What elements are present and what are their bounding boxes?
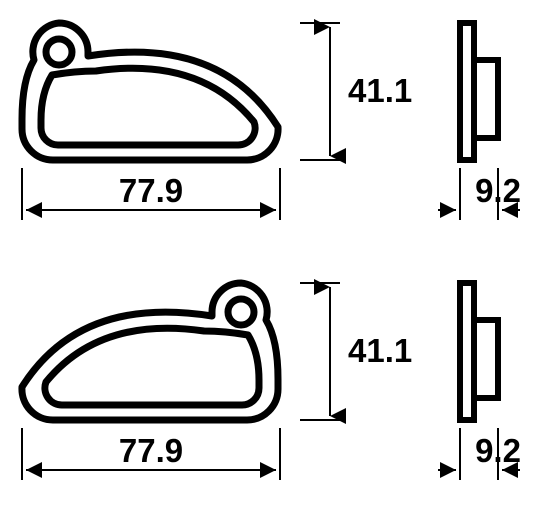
dim-bottom-height-label: 41.1 bbox=[348, 332, 412, 369]
dim-bottom-height: 41.1 bbox=[300, 283, 412, 420]
dim-bottom-width: 77.9 bbox=[22, 428, 280, 480]
dim-top-width: 77.9 bbox=[22, 168, 280, 220]
pad-top-front bbox=[22, 23, 278, 160]
pad-top-side bbox=[460, 23, 498, 160]
pad-bottom-front bbox=[22, 283, 278, 420]
dim-bottom-thickness-label: 9.2 bbox=[475, 432, 521, 469]
dim-top-thickness: 9.2 bbox=[438, 168, 521, 220]
pad-bottom-side bbox=[460, 283, 498, 420]
dim-top-thickness-label: 9.2 bbox=[475, 172, 521, 209]
dim-bottom-thickness: 9.2 bbox=[438, 428, 521, 480]
dim-top-height: 41.1 bbox=[300, 23, 412, 160]
diagram-svg: 77.9 41.1 9.2 77.9 41.1 bbox=[0, 0, 533, 516]
dim-top-height-label: 41.1 bbox=[348, 72, 412, 109]
dim-top-width-label: 77.9 bbox=[119, 172, 183, 209]
dim-bottom-width-label: 77.9 bbox=[119, 432, 183, 469]
brake-pad-dimensions-diagram: 77.9 41.1 9.2 77.9 41.1 bbox=[0, 0, 533, 516]
